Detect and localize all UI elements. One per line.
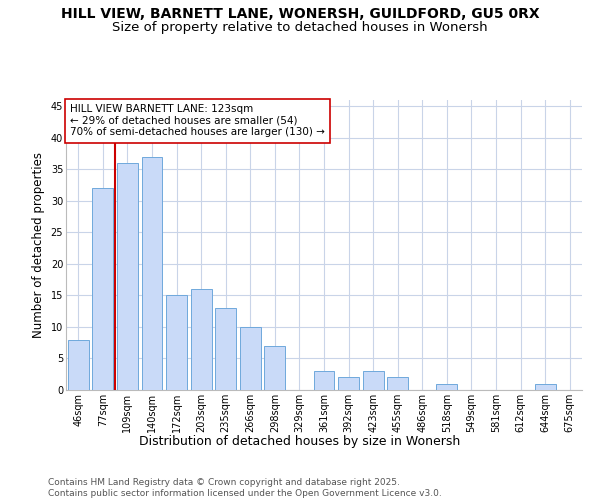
Bar bbox=[215, 308, 236, 390]
Bar bbox=[314, 371, 334, 390]
Text: HILL VIEW BARNETT LANE: 123sqm
← 29% of detached houses are smaller (54)
70% of : HILL VIEW BARNETT LANE: 123sqm ← 29% of … bbox=[70, 104, 325, 138]
Bar bbox=[166, 296, 187, 390]
Text: HILL VIEW, BARNETT LANE, WONERSH, GUILDFORD, GU5 0RX: HILL VIEW, BARNETT LANE, WONERSH, GUILDF… bbox=[61, 8, 539, 22]
Bar bbox=[362, 371, 383, 390]
Bar bbox=[387, 378, 408, 390]
Bar bbox=[535, 384, 556, 390]
Bar bbox=[142, 156, 163, 390]
Text: Contains HM Land Registry data © Crown copyright and database right 2025.
Contai: Contains HM Land Registry data © Crown c… bbox=[48, 478, 442, 498]
Y-axis label: Number of detached properties: Number of detached properties bbox=[32, 152, 45, 338]
Bar bbox=[68, 340, 89, 390]
Bar bbox=[117, 163, 138, 390]
Bar bbox=[338, 378, 359, 390]
Text: Distribution of detached houses by size in Wonersh: Distribution of detached houses by size … bbox=[139, 435, 461, 448]
Bar bbox=[265, 346, 286, 390]
Bar bbox=[191, 289, 212, 390]
Text: Size of property relative to detached houses in Wonersh: Size of property relative to detached ho… bbox=[112, 21, 488, 34]
Bar bbox=[240, 327, 261, 390]
Bar bbox=[92, 188, 113, 390]
Bar bbox=[436, 384, 457, 390]
